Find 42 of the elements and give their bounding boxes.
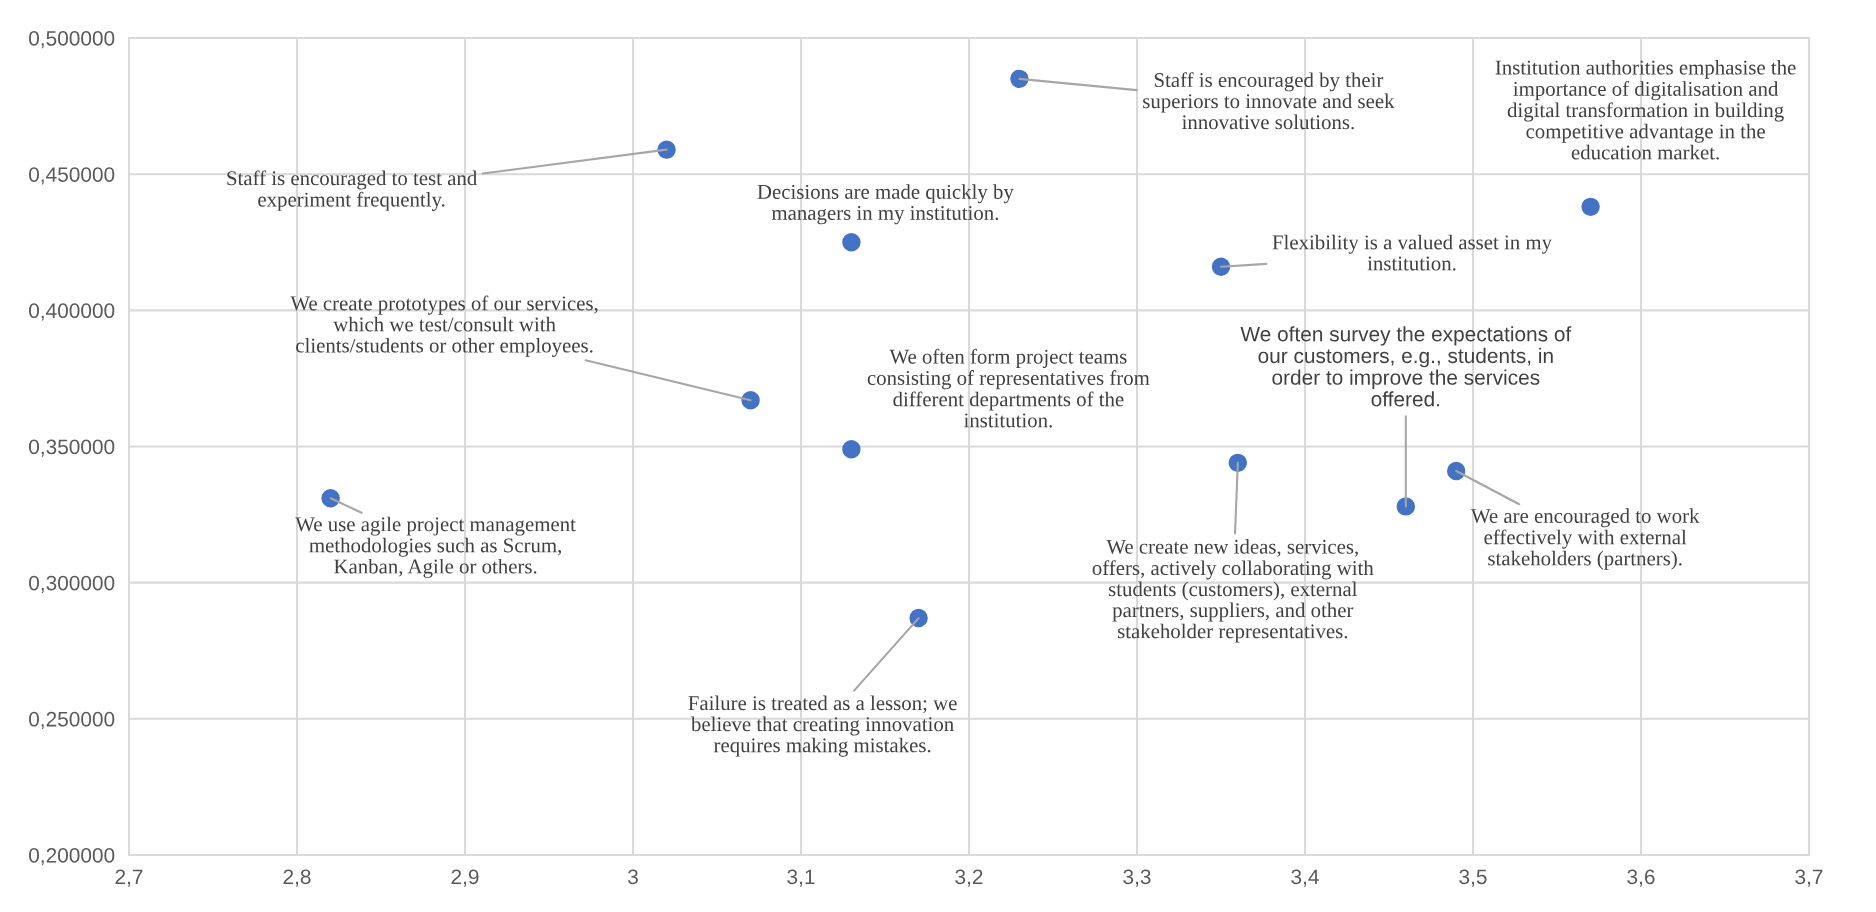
annotation: We create new ideas, services, offers, actively collaborating with students (customers), external partners, suppliers, and other stakeholder representatives.	[1092, 539, 1374, 643]
x-tick-label: 3,5	[1459, 869, 1487, 887]
x-tick-label: 3,7	[1795, 869, 1823, 887]
point	[842, 440, 861, 459]
x-tick-label: 3,4	[1291, 869, 1319, 887]
annotation: Decisions are made quickly by managers in my institution.	[757, 184, 1014, 225]
point	[741, 391, 760, 410]
annotation: We often form project teams consisting of representatives from different departments of the institution.	[867, 348, 1150, 428]
annotation: Flexibility is a valued asset in my institution.	[1272, 234, 1552, 271]
x-tick-label: 3,1	[787, 869, 815, 887]
y-tick-label: 0,450000	[29, 167, 115, 185]
annotation: We use agile project management methodologies such as Scrum, Kanban, Agile or others.	[295, 516, 576, 578]
x-tick-label: 3,2	[955, 869, 983, 887]
annotation: Failure is treated as a lesson; we believe that creating innovation requires making mistakes.	[688, 695, 957, 757]
y-tick-label: 0,300000	[29, 575, 115, 593]
y-tick-label: 0,350000	[29, 439, 115, 457]
x-tick-label: 3,3	[1123, 869, 1151, 887]
point	[842, 233, 861, 252]
point	[1446, 461, 1466, 481]
y-tick-label: 0,500000	[29, 31, 115, 49]
annotation: Staff is encouraged to test and experiment frequently.	[227, 170, 477, 211]
annotation: We are encouraged to work effectively with external stakeholders (partners).	[1470, 508, 1700, 570]
y-tick-label: 0,250000	[29, 711, 115, 730]
annotation: Staff is encouraged by their superiors to innovate and seek innovative solutions.	[1143, 72, 1395, 130]
x-tick-label: 2,8	[283, 869, 311, 887]
point	[657, 140, 676, 159]
point	[321, 489, 340, 508]
annotation: Institution authorities emphasise the importance of digitalisation and digital transformation in building competitive advantage in the education market.	[1495, 59, 1796, 160]
y-tick-label: 0,400000	[29, 303, 115, 321]
y-tick-label: 0,200000	[29, 848, 115, 866]
point	[1010, 69, 1029, 89]
point	[1396, 497, 1416, 516]
x-tick-label: 2,9	[451, 869, 479, 887]
x-tick-label: 3,6	[1627, 869, 1655, 887]
annotation: We create prototypes of our services, which we test/consult with clients/students or other employees.	[290, 295, 598, 357]
x-tick-label: 3	[628, 869, 638, 885]
point	[1228, 453, 1248, 473]
point	[1211, 257, 1231, 276]
point	[909, 608, 928, 628]
annotation: We often survey the expectations of our customers, e.g., students, in order to improve the services offered.	[1240, 326, 1572, 407]
x-tick-label: 2,7	[115, 869, 143, 887]
point	[1581, 197, 1600, 217]
